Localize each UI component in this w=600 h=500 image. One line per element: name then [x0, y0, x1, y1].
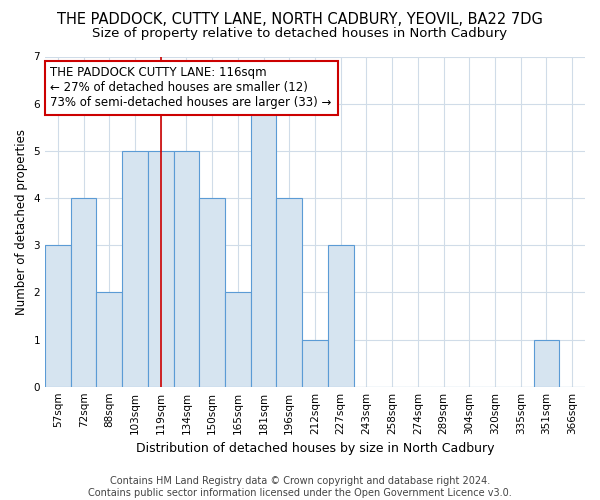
- X-axis label: Distribution of detached houses by size in North Cadbury: Distribution of detached houses by size …: [136, 442, 494, 455]
- Bar: [148, 151, 173, 386]
- Bar: [302, 340, 328, 386]
- Bar: [199, 198, 225, 386]
- Bar: [71, 198, 97, 386]
- Bar: [277, 198, 302, 386]
- Bar: [97, 292, 122, 386]
- Bar: [122, 151, 148, 386]
- Bar: [533, 340, 559, 386]
- Text: THE PADDOCK CUTTY LANE: 116sqm
← 27% of detached houses are smaller (12)
73% of : THE PADDOCK CUTTY LANE: 116sqm ← 27% of …: [50, 66, 332, 110]
- Bar: [251, 104, 277, 387]
- Text: Size of property relative to detached houses in North Cadbury: Size of property relative to detached ho…: [92, 28, 508, 40]
- Text: Contains HM Land Registry data © Crown copyright and database right 2024.
Contai: Contains HM Land Registry data © Crown c…: [88, 476, 512, 498]
- Bar: [328, 245, 353, 386]
- Y-axis label: Number of detached properties: Number of detached properties: [15, 128, 28, 314]
- Bar: [225, 292, 251, 386]
- Bar: [173, 151, 199, 386]
- Text: THE PADDOCK, CUTTY LANE, NORTH CADBURY, YEOVIL, BA22 7DG: THE PADDOCK, CUTTY LANE, NORTH CADBURY, …: [57, 12, 543, 28]
- Bar: [45, 245, 71, 386]
